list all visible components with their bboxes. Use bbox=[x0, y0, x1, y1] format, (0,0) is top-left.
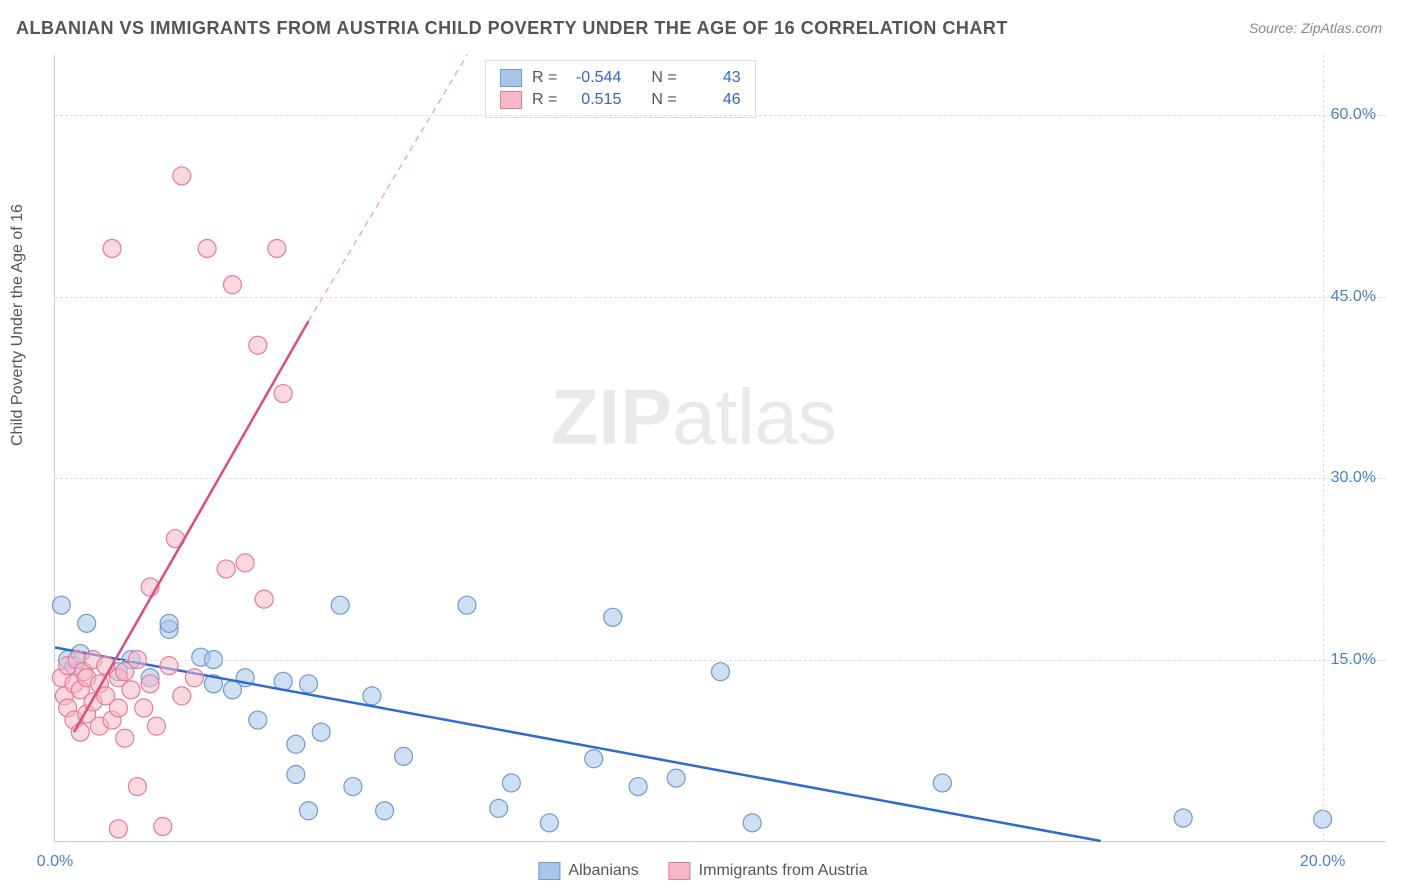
data-point bbox=[173, 687, 191, 705]
data-point bbox=[1174, 809, 1192, 827]
x-tick-label: 0.0% bbox=[37, 853, 73, 871]
grid-line-vertical bbox=[1323, 55, 1324, 841]
data-point bbox=[490, 799, 508, 817]
data-point bbox=[300, 802, 318, 820]
legend-swatch bbox=[538, 862, 560, 880]
data-point bbox=[312, 723, 330, 741]
legend-item: Albanians bbox=[538, 862, 638, 880]
y-tick-label: 30.0% bbox=[1331, 469, 1376, 487]
data-point bbox=[147, 717, 165, 735]
data-point bbox=[103, 239, 121, 257]
grid-line-horizontal bbox=[55, 297, 1386, 298]
data-point bbox=[249, 336, 267, 354]
data-point bbox=[128, 778, 146, 796]
data-point bbox=[135, 699, 153, 717]
legend-label: Immigrants from Austria bbox=[699, 862, 868, 880]
data-point bbox=[78, 614, 96, 632]
data-point bbox=[287, 735, 305, 753]
data-point bbox=[109, 820, 127, 838]
data-point bbox=[376, 802, 394, 820]
data-point bbox=[52, 596, 70, 614]
data-point bbox=[223, 276, 241, 294]
scatter-svg bbox=[55, 55, 1386, 841]
grid-line-horizontal bbox=[55, 478, 1386, 479]
y-tick-label: 15.0% bbox=[1331, 651, 1376, 669]
data-point bbox=[255, 590, 273, 608]
regression-line-extension bbox=[309, 55, 467, 321]
x-tick-label: 20.0% bbox=[1300, 853, 1345, 871]
data-point bbox=[236, 554, 254, 572]
data-point bbox=[540, 814, 558, 832]
chart-plot-area: ZIPatlas R = -0.544 N = 43 R = 0.515 N =… bbox=[54, 55, 1386, 842]
data-point bbox=[629, 778, 647, 796]
chart-title: ALBANIAN VS IMMIGRANTS FROM AUSTRIA CHIL… bbox=[16, 18, 1008, 39]
data-point bbox=[344, 778, 362, 796]
series-legend: Albanians Immigrants from Austria bbox=[538, 862, 867, 880]
data-point bbox=[109, 699, 127, 717]
data-point bbox=[274, 385, 292, 403]
data-point bbox=[141, 675, 159, 693]
data-point bbox=[268, 239, 286, 257]
data-point bbox=[395, 747, 413, 765]
data-point bbox=[458, 596, 476, 614]
data-point bbox=[154, 817, 172, 835]
source-label: Source: ZipAtlas.com bbox=[1249, 20, 1382, 36]
data-point bbox=[604, 608, 622, 626]
data-point bbox=[667, 769, 685, 787]
data-point bbox=[160, 614, 178, 632]
data-point bbox=[198, 239, 216, 257]
data-point bbox=[712, 663, 730, 681]
data-point bbox=[331, 596, 349, 614]
data-point bbox=[363, 687, 381, 705]
data-point bbox=[185, 669, 203, 687]
y-tick-label: 45.0% bbox=[1331, 288, 1376, 306]
data-point bbox=[502, 774, 520, 792]
data-point bbox=[933, 774, 951, 792]
legend-swatch bbox=[669, 862, 691, 880]
y-axis-title: Child Poverty Under the Age of 16 bbox=[9, 204, 27, 446]
data-point bbox=[300, 675, 318, 693]
y-tick-label: 60.0% bbox=[1331, 106, 1376, 124]
data-point bbox=[743, 814, 761, 832]
data-point bbox=[116, 729, 134, 747]
data-point bbox=[249, 711, 267, 729]
data-point bbox=[287, 765, 305, 783]
grid-line-horizontal bbox=[55, 660, 1386, 661]
data-point bbox=[122, 681, 140, 699]
grid-line-horizontal bbox=[55, 115, 1386, 116]
data-point bbox=[217, 560, 235, 578]
legend-item: Immigrants from Austria bbox=[669, 862, 868, 880]
data-point bbox=[585, 750, 603, 768]
data-point bbox=[173, 167, 191, 185]
legend-label: Albanians bbox=[568, 862, 638, 880]
regression-line bbox=[55, 648, 1101, 841]
